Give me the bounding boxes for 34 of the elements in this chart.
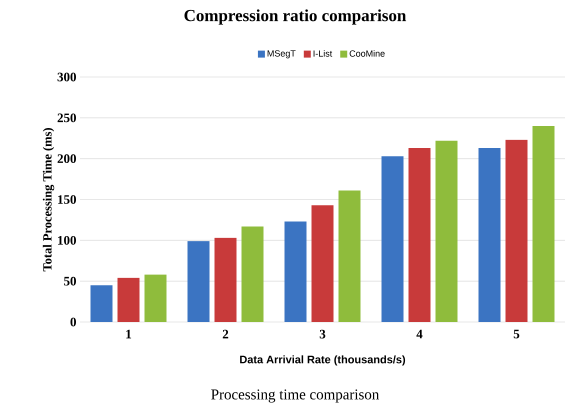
- x-tick-label: 5: [514, 330, 520, 338]
- y-tick-label: 250: [58, 113, 76, 122]
- bar: [90, 285, 112, 322]
- x-tick-label: 4: [416, 330, 422, 338]
- x-axis-title: Data Arrivial Rate (thousands/s): [240, 355, 406, 366]
- bar: [532, 126, 555, 322]
- bar: [506, 140, 528, 322]
- bar: [382, 156, 404, 322]
- bar: [144, 274, 166, 322]
- bar: [284, 222, 307, 322]
- bar: [214, 238, 237, 322]
- bar: [408, 148, 431, 322]
- legend-label: I-List: [314, 50, 332, 57]
- bar: [118, 278, 140, 322]
- legend-label: MSegT: [268, 50, 296, 58]
- y-axis-title: Total Processing Time (ms): [42, 128, 54, 272]
- bar: [338, 190, 361, 322]
- bar: [436, 140, 458, 322]
- y-tick-label: 50: [64, 276, 76, 286]
- text: Processing time comparison: [211, 389, 380, 403]
- y-tick-label: 100: [58, 236, 76, 245]
- x-tick-label: 1: [126, 330, 132, 338]
- bar: [312, 205, 334, 322]
- legend-label: CooMine: [350, 50, 385, 57]
- y-tick-label: 0: [70, 318, 76, 326]
- y-tick-label: 300: [58, 72, 76, 82]
- y-tick-label: 150: [58, 195, 76, 204]
- x-tick-label: 3: [320, 330, 326, 338]
- chart-title: Compression ratio comparison: [184, 9, 406, 25]
- bar: [242, 226, 264, 322]
- y-tick-label: 200: [58, 154, 76, 164]
- x-tick-label: 2: [222, 330, 228, 338]
- bar: [188, 241, 210, 322]
- bar: [478, 148, 501, 322]
